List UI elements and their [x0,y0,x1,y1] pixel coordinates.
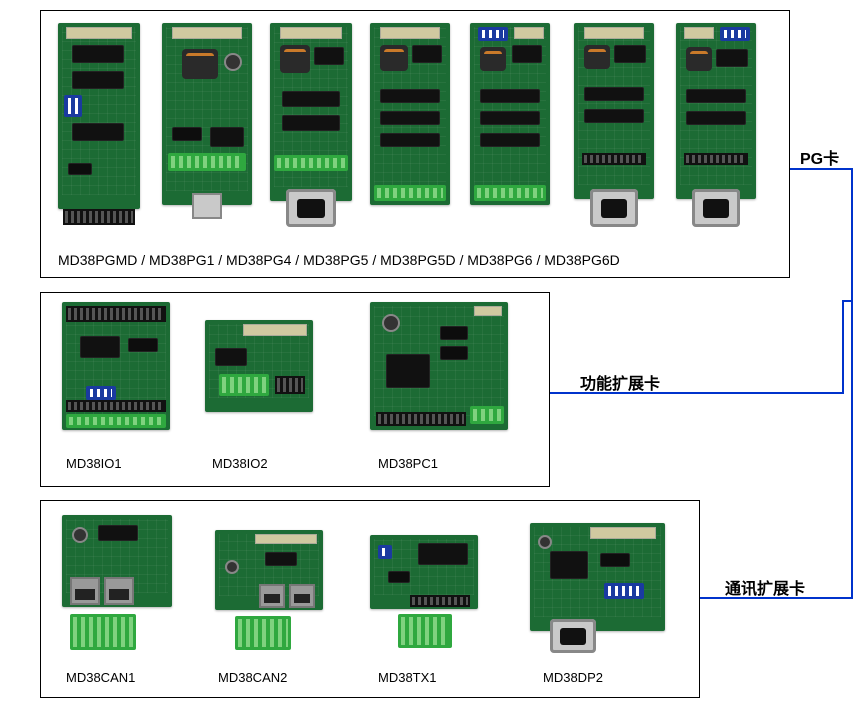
pg-section-label: PG卡 [800,145,839,169]
pg-caption: MD38PGMD / MD38PG1 / MD38PG4 / MD38PG5 /… [58,252,620,268]
label-md38can1: MD38CAN1 [66,670,135,685]
label-md38io1: MD38IO1 [66,456,122,471]
label-md38pc1: MD38PC1 [378,456,438,471]
func-section-label: 功能扩展卡 [580,370,660,394]
pcb-md38io1 [62,302,170,430]
pcb-md38pg6d [676,23,756,199]
pcb-md38pc1 [370,302,508,430]
label-md38can2: MD38CAN2 [218,670,287,685]
term-md38can2 [235,616,291,650]
pcb-md38pg5d [470,23,550,205]
pcb-md38pg1 [162,23,252,205]
pcb-md38can1 [62,515,172,607]
pcb-md38tx1 [370,535,478,609]
pcb-md38dp2 [530,523,665,631]
right-bus-inner [842,300,844,394]
pcb-md38pg4 [270,23,352,201]
right-bus-outer [851,168,853,599]
term-md38can1 [70,614,136,650]
pcb-md38pg5 [370,23,450,205]
label-md38dp2: MD38DP2 [543,670,603,685]
pcb-md38pgmd [58,23,140,209]
pcb-md38pg6 [574,23,654,199]
pcb-md38can2 [215,530,323,610]
pcb-md38io2 [205,320,313,412]
label-md38tx1: MD38TX1 [378,670,437,685]
right-bus-inner-top [842,300,853,302]
term-md38tx1 [398,614,452,648]
label-md38io2: MD38IO2 [212,456,268,471]
comm-section-label: 通讯扩展卡 [725,575,805,599]
